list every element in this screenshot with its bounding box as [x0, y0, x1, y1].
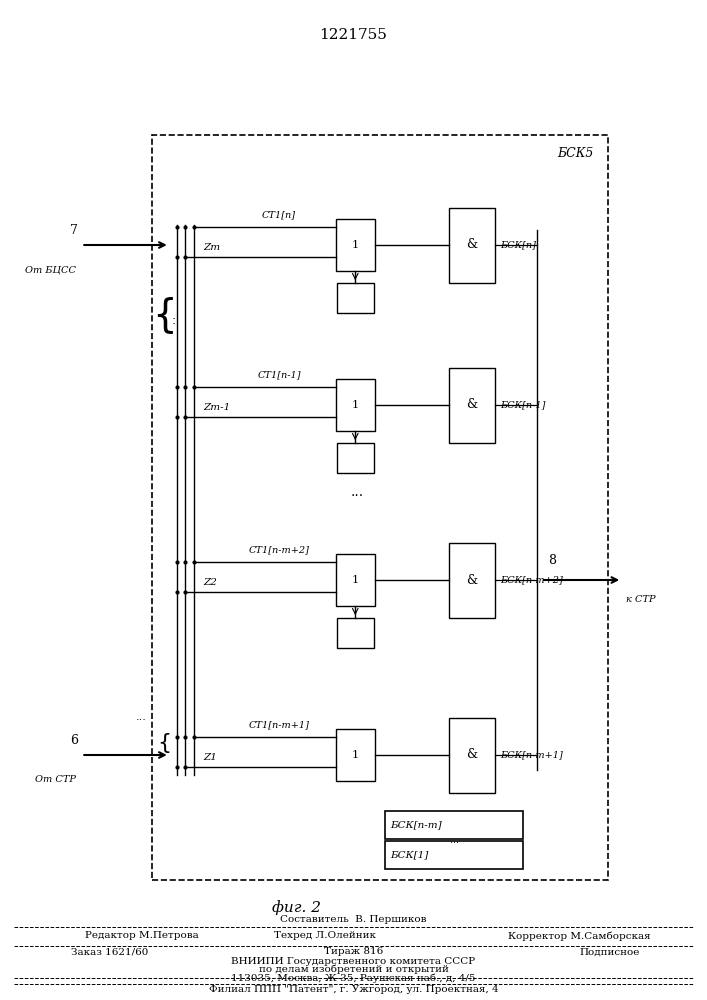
- Text: БСК[n-m+2]: БСК[n-m+2]: [501, 576, 563, 584]
- Text: Подписное: Подписное: [580, 948, 640, 956]
- Text: 1: 1: [351, 575, 359, 585]
- Text: БСК5: БСК5: [558, 147, 594, 160]
- Text: 1: 1: [351, 400, 359, 410]
- Text: БСК[n]: БСК[n]: [501, 240, 537, 249]
- Bar: [385, 841, 523, 869]
- Text: Заказ 1621/60: Заказ 1621/60: [71, 948, 148, 956]
- Text: Филиал ППП "Патент", г. Ужгород, ул. Проектная, 4: Филиал ППП "Патент", г. Ужгород, ул. Про…: [209, 986, 498, 994]
- Text: &: &: [467, 748, 477, 762]
- Bar: [336, 379, 375, 431]
- Text: Zm-1: Zm-1: [203, 403, 230, 412]
- Text: Техред Л.Олейник: Техред Л.Олейник: [274, 932, 376, 940]
- Text: {: {: [157, 733, 171, 753]
- Bar: [152, 135, 608, 880]
- Text: Zm: Zm: [203, 243, 220, 252]
- Bar: [385, 811, 523, 839]
- Bar: [336, 554, 375, 606]
- Text: СТ1[n-1]: СТ1[n-1]: [257, 370, 300, 379]
- Text: БСК[1]: БСК[1]: [390, 850, 428, 859]
- Text: СТ1[n-m+1]: СТ1[n-m+1]: [248, 720, 310, 729]
- Text: &: &: [467, 238, 477, 251]
- Bar: [337, 443, 373, 473]
- Text: От СТР: От СТР: [35, 776, 76, 784]
- Text: :: :: [171, 314, 175, 326]
- Text: СТ1[n-m+2]: СТ1[n-m+2]: [248, 545, 310, 554]
- Text: к СТР: к СТР: [626, 596, 655, 604]
- Bar: [336, 219, 375, 271]
- Text: 8: 8: [548, 554, 556, 566]
- Text: фиг. 2: фиг. 2: [272, 901, 322, 915]
- Text: &: &: [467, 574, 477, 586]
- Text: БСК[n-m]: БСК[n-m]: [390, 820, 442, 830]
- Text: по делам изобретений и открытий: по делам изобретений и открытий: [259, 964, 448, 974]
- Text: ВНИИПИ Государственного комитета СССР: ВНИИПИ Государственного комитета СССР: [231, 956, 476, 966]
- Text: {: {: [151, 296, 177, 334]
- Bar: [337, 283, 373, 313]
- Text: &: &: [467, 398, 477, 412]
- Text: Редактор М.Петрова: Редактор М.Петрова: [85, 932, 199, 940]
- Text: ...: ...: [450, 835, 459, 845]
- Text: Составитель  В. Першиков: Составитель В. Першиков: [280, 914, 427, 924]
- Bar: [337, 618, 373, 648]
- Text: Корректор М.Самборская: Корректор М.Самборская: [508, 931, 651, 941]
- Text: Z2: Z2: [203, 578, 217, 587]
- Bar: [449, 367, 495, 442]
- Text: Тираж 816: Тираж 816: [324, 948, 383, 956]
- Text: Z1: Z1: [203, 753, 217, 762]
- Text: 113035, Москва, Ж-35, Раушская наб., д, 4/5: 113035, Москва, Ж-35, Раушская наб., д, …: [231, 973, 476, 983]
- Text: 7: 7: [70, 224, 78, 236]
- Text: БСК[n-m+1]: БСК[n-m+1]: [501, 750, 563, 760]
- Text: ...: ...: [136, 712, 147, 722]
- Text: 1221755: 1221755: [320, 28, 387, 42]
- Bar: [449, 542, 495, 617]
- Text: СТ1[n]: СТ1[n]: [262, 210, 296, 219]
- Text: ...: ...: [351, 485, 363, 499]
- Text: От БЦСС: От БЦСС: [25, 265, 76, 274]
- Bar: [449, 208, 495, 282]
- Text: 1: 1: [351, 240, 359, 250]
- Text: БСК[n-1]: БСК[n-1]: [501, 400, 546, 410]
- Text: 1: 1: [351, 750, 359, 760]
- Text: 6: 6: [70, 734, 78, 746]
- Bar: [449, 718, 495, 792]
- Bar: [336, 729, 375, 781]
